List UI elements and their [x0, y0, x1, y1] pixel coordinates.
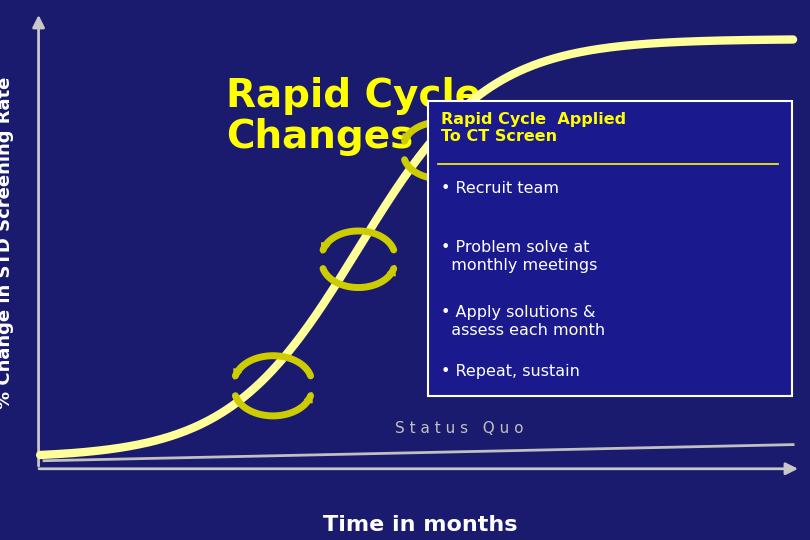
Text: S t a t u s   Q u o: S t a t u s Q u o [395, 421, 523, 436]
Text: • Problem solve at
  monthly meetings: • Problem solve at monthly meetings [441, 240, 598, 273]
FancyBboxPatch shape [428, 101, 791, 396]
Text: Rapid Cycle  Applied
To CT Screen: Rapid Cycle Applied To CT Screen [441, 112, 627, 144]
Text: Rapid Cycle
Changes: Rapid Cycle Changes [227, 77, 482, 156]
Text: • Repeat, sustain: • Repeat, sustain [441, 364, 580, 379]
Text: • Recruit team: • Recruit team [441, 181, 560, 197]
Text: % Change in STD Screening Rate: % Change in STD Screening Rate [0, 77, 15, 409]
Text: • Apply solutions &
  assess each month: • Apply solutions & assess each month [441, 305, 606, 338]
Text: Time in months: Time in months [323, 515, 518, 535]
